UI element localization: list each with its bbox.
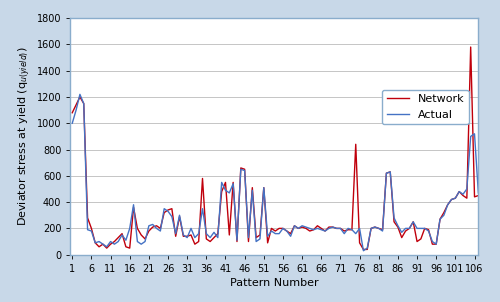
Line: Network: Network (72, 47, 478, 249)
Network (192, 242, 198, 246)
Actual (196, 232, 202, 236)
Actual (384, 172, 390, 175)
Network (433, 242, 439, 246)
Y-axis label: Deviator stress at yield (q$_{u(yield)}$): Deviator stress at yield (q$_{u(yield)}$… (16, 47, 32, 226)
Network (398, 236, 404, 239)
Actual (360, 249, 366, 252)
Actual (402, 226, 408, 230)
Network (356, 241, 362, 245)
Network (380, 228, 386, 232)
Line: Actual: Actual (72, 94, 478, 251)
Network (360, 248, 366, 251)
Network (69, 111, 75, 114)
Network (452, 196, 458, 200)
Actual (364, 246, 370, 250)
Actual (69, 121, 75, 125)
Actual (437, 217, 443, 221)
Network (468, 45, 473, 49)
X-axis label: Pattern Number: Pattern Number (230, 278, 318, 288)
Network (476, 194, 482, 197)
Actual (77, 92, 83, 96)
Legend: Network, Actual: Network, Actual (382, 90, 468, 124)
Actual (456, 190, 462, 193)
Actual (476, 191, 482, 195)
